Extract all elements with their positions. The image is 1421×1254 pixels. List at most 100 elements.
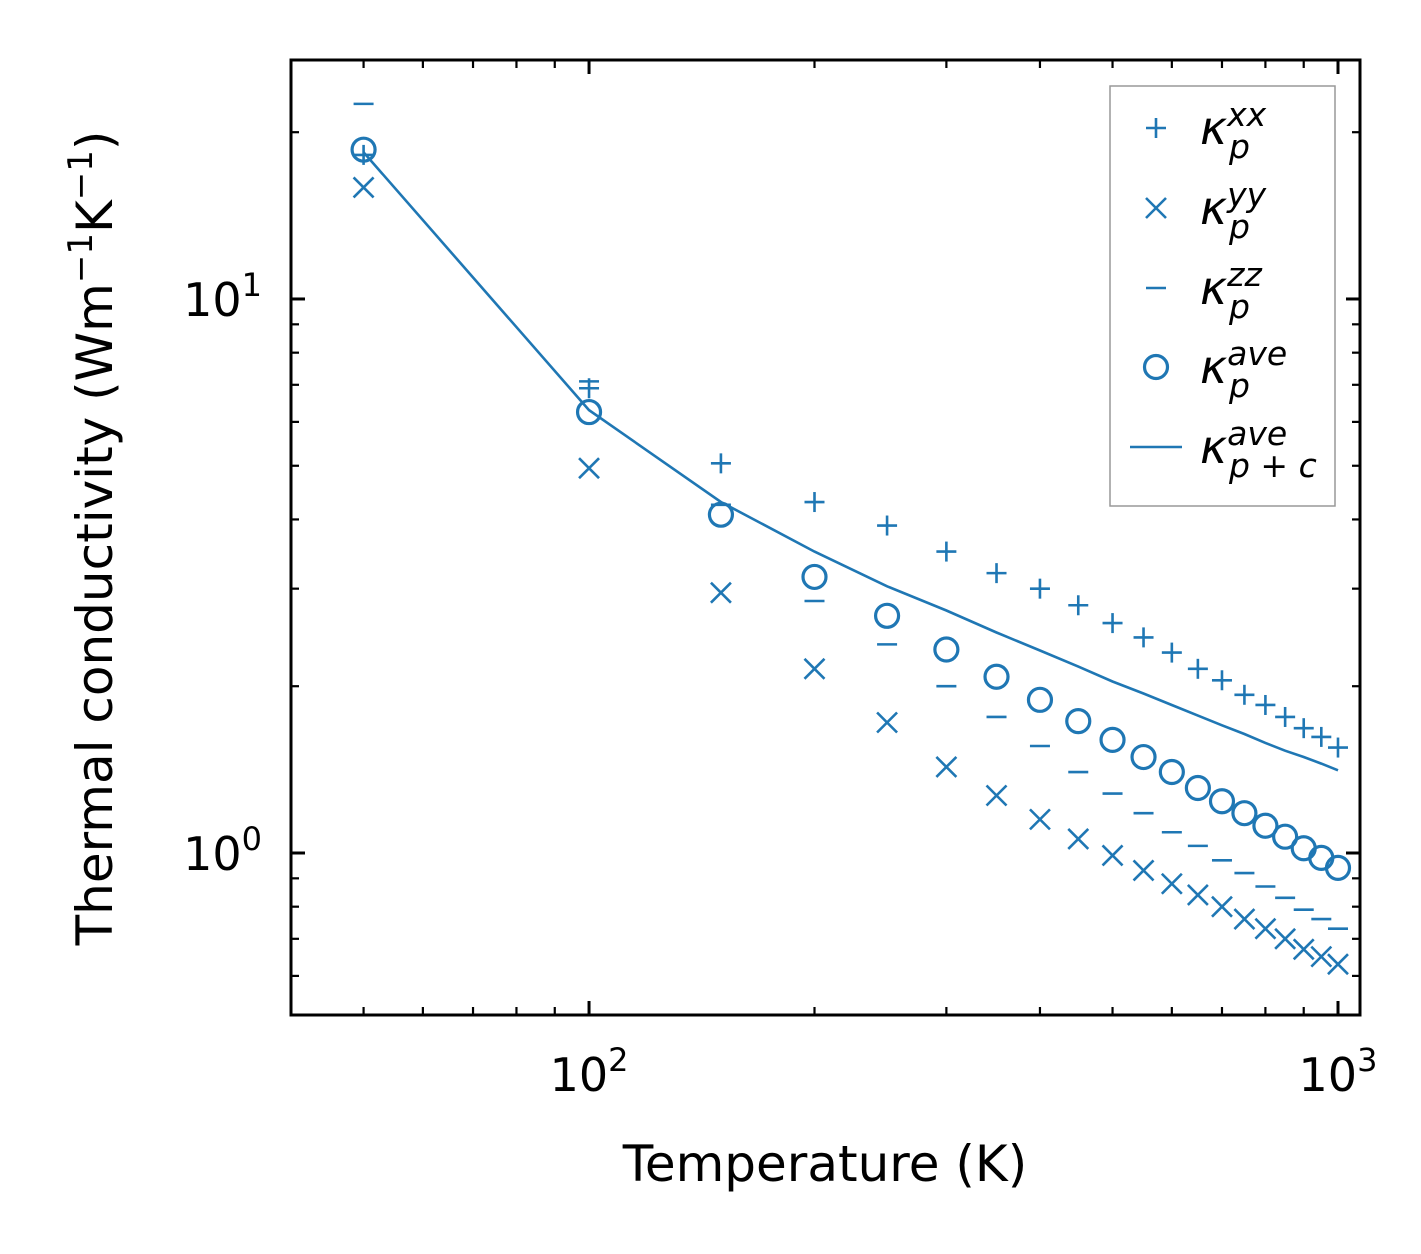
point-kappa_p_yy: [1310, 945, 1333, 968]
x-stroke-b: [1029, 808, 1051, 831]
x-stroke-b: [352, 176, 375, 199]
point-kappa_p_yy: [1211, 895, 1233, 918]
x-stroke-b: [578, 457, 600, 480]
point-kappa_p_ave: [1272, 823, 1299, 850]
point-kappa_p_xx: [1327, 737, 1348, 758]
data-marks: [350, 102, 1352, 976]
point-kappa_p_yy: [578, 457, 600, 480]
y-tick-label: 101: [183, 266, 262, 327]
point-kappa_p_xx: [710, 453, 731, 474]
series-kappa_p_zz: [353, 102, 1348, 931]
point-kappa_p_yy: [1029, 808, 1051, 831]
point-kappa_p_yy: [1067, 828, 1090, 850]
point-kappa_p_yy: [1274, 927, 1297, 950]
series-kappa_p_yy: [352, 176, 1349, 976]
point-kappa_p_ave: [873, 602, 901, 629]
point-kappa_p_yy: [1132, 859, 1155, 882]
point-kappa_p_xx: [1161, 642, 1182, 663]
point-kappa_p_xx: [1187, 658, 1208, 679]
x-stroke-b: [1233, 908, 1256, 930]
point-kappa_p_ave: [1324, 854, 1352, 881]
legend-label: κyy p: [1200, 175, 1267, 246]
point-kappa_p_ave: [1065, 708, 1092, 735]
point-kappa_p_xx: [1275, 706, 1296, 727]
point-kappa_p_xx: [1133, 627, 1154, 648]
point-kappa_p_yy: [1233, 908, 1256, 930]
point-kappa_p_ave: [1208, 788, 1236, 815]
point-kappa_p_yy: [876, 711, 898, 734]
point-kappa_p_xx: [877, 515, 898, 536]
point-kappa_p_xx: [1029, 578, 1050, 599]
point-kappa_p_yy: [1327, 953, 1349, 976]
point-kappa_p_yy: [1292, 938, 1315, 961]
x-stroke-b: [1274, 927, 1297, 950]
line-kappa_p+c_ave: [362, 151, 1339, 772]
point-kappa_p_ave: [983, 663, 1010, 690]
x-stroke-b: [1160, 872, 1183, 895]
point-kappa_p_yy: [352, 176, 375, 199]
legend-item-kappa_p_xx: κxx p: [1146, 95, 1267, 166]
point-kappa_p_xx: [1211, 670, 1232, 691]
x-stroke-b: [1101, 844, 1124, 867]
x-stroke-b: [1186, 884, 1209, 906]
point-kappa_p_xx: [1102, 613, 1123, 634]
x-stroke-b: [1132, 859, 1155, 882]
point-kappa_p_yy: [985, 784, 1008, 807]
legend-item-kappa_p_zz: κzz p: [1146, 255, 1262, 326]
point-kappa_p_yy: [1101, 844, 1124, 867]
point-kappa_p_xx: [1068, 595, 1089, 616]
point-kappa_p_ave: [933, 636, 960, 663]
x-stroke-b: [1067, 828, 1090, 850]
point-kappa_p_ave: [1026, 686, 1054, 713]
point-kappa_p_ave: [1231, 800, 1258, 827]
tick-labels: 102 103 100 101: [183, 266, 1377, 1102]
point-kappa_p_yy: [710, 581, 732, 604]
x-axis-label: Temperature (K): [622, 1135, 1027, 1193]
x-stroke-b: [1254, 917, 1277, 940]
point-kappa_p_ave: [1252, 812, 1279, 839]
point-kappa_p_xx: [986, 563, 1007, 584]
point-kappa_p_xx: [1234, 684, 1255, 705]
point-kappa_p_yy: [1254, 917, 1277, 940]
x-tick-label: 103: [1299, 1041, 1378, 1102]
legend-label: κzz p: [1200, 255, 1262, 326]
plot-frame: [289, 58, 1362, 1017]
point-kappa_p_xx: [1255, 694, 1276, 715]
legend-label: κxx p: [1200, 95, 1267, 166]
x-stroke-b: [710, 581, 732, 604]
point-kappa_p_yy: [1160, 872, 1183, 895]
x-stroke-b: [1211, 895, 1233, 918]
legend-label: κave p + c: [1200, 414, 1317, 485]
point-kappa_p_ave: [1099, 726, 1126, 754]
point-kappa_p_ave: [350, 136, 377, 163]
legend-label: κave p: [1200, 334, 1287, 405]
point-kappa_p_xx: [804, 492, 825, 513]
series-kappa_p_xx: [353, 144, 1348, 758]
x-stroke-b: [803, 657, 826, 680]
point-kappa_p_yy: [935, 756, 958, 778]
x-stroke-b: [935, 756, 958, 778]
legend-marker: [1145, 197, 1167, 219]
point-kappa_p_ave: [1130, 743, 1157, 771]
point-kappa_p_xx: [936, 541, 957, 562]
series-kappa_p_ave: [350, 136, 1352, 881]
legend: κxx p κyy p κzz p κave p κave p + c: [1109, 85, 1336, 507]
x-stroke-b: [1310, 945, 1333, 968]
y-axis-label: Thermal conductivity (Wm−1K−1): [61, 131, 124, 947]
legend-marker: [1142, 353, 1170, 381]
legend-box: [1109, 85, 1336, 507]
legend-item-kappa_p_ave: κave p: [1142, 334, 1287, 405]
legend-item-kappa_p+c_ave: κave p + c: [1130, 414, 1317, 485]
legend-marker: [1146, 118, 1166, 138]
x-stroke-b: [985, 784, 1008, 807]
point-kappa_p_ave: [801, 563, 828, 591]
x-tick-label: 102: [550, 1041, 629, 1102]
y-tick-label: 100: [183, 820, 262, 881]
point-kappa_p_xx: [1293, 718, 1314, 739]
x-stroke-b: [876, 711, 898, 734]
point-kappa_p_ave: [575, 398, 603, 426]
point-kappa_p_ave: [1158, 758, 1185, 786]
series-kappa_p+c_ave: [362, 151, 1339, 772]
point-kappa_p_xx: [1311, 726, 1332, 747]
